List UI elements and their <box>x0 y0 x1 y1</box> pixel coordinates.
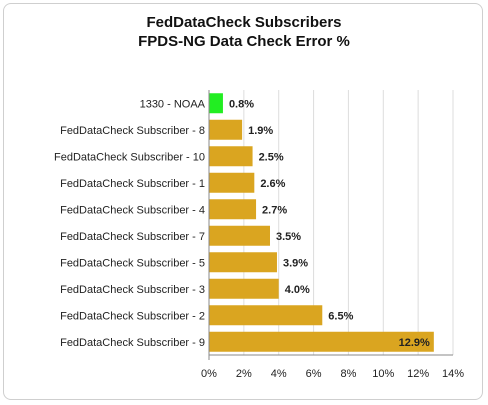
bar <box>209 305 323 326</box>
category-label: FedDataCheck Subscriber - 7 <box>60 231 205 243</box>
category-label: FedDataCheck Subscriber - 3 <box>60 284 205 296</box>
x-tick-label: 8% <box>340 368 356 380</box>
category-label: FedDataCheck Subscriber - 4 <box>60 204 205 216</box>
category-label: FedDataCheck Subscriber - 1 <box>60 178 205 190</box>
bar <box>209 278 279 299</box>
axes <box>208 90 453 360</box>
category-label: FedDataCheck Subscriber - 2 <box>60 310 205 322</box>
x-tick-label: 6% <box>306 368 322 380</box>
bars <box>209 93 434 352</box>
category-labels: 1330 - NOAA FedDataCheck Subscriber - 8 Fe… <box>54 98 206 349</box>
bar <box>209 119 243 140</box>
category-label: FedDataCheck Subscriber - 9 <box>60 337 205 349</box>
bar <box>209 199 257 220</box>
category-label: 1330 - NOAA <box>140 98 206 110</box>
bar <box>209 172 255 193</box>
data-label: 2.6% <box>260 178 285 190</box>
x-tick-label: 0% <box>201 368 217 380</box>
data-label: 2.7% <box>262 204 287 216</box>
x-tick-label: 4% <box>271 368 287 380</box>
x-tick-labels: 0% 2% 4% 6% 8% 10% 12% 14% <box>201 368 464 380</box>
x-tick-label: 10% <box>372 368 394 380</box>
data-label: 4.0% <box>285 284 310 296</box>
data-label: 12.9% <box>399 337 430 349</box>
chart-subtitle: FPDS-NG Data Check Error % <box>138 33 350 50</box>
x-tick-label: 14% <box>442 368 464 380</box>
data-label: 1.9% <box>248 125 273 137</box>
data-labels: 0.8% 1.9% 2.5% 2.6% 2.7% 3.5% 3.9% 4.0% 6.5% 12.9… <box>229 98 430 349</box>
category-label: FedDataCheck Subscriber - 5 <box>60 257 205 269</box>
data-label: 6.5% <box>328 310 353 322</box>
data-label: 3.9% <box>283 257 308 269</box>
data-label: 3.5% <box>276 231 301 243</box>
bar <box>209 252 277 273</box>
bar <box>209 146 253 167</box>
x-tick-label: 12% <box>407 368 429 380</box>
x-tick-label: 2% <box>236 368 252 380</box>
data-label: 0.8% <box>229 98 254 110</box>
data-label: 2.5% <box>259 151 284 163</box>
category-label: FedDataCheck Subscriber - 10 <box>54 151 205 163</box>
category-label: FedDataCheck Subscriber - 8 <box>60 125 205 137</box>
bar <box>209 331 434 352</box>
chart-title: FedDataCheck Subscribers <box>146 14 342 31</box>
bar <box>209 93 223 114</box>
bar <box>209 225 270 246</box>
